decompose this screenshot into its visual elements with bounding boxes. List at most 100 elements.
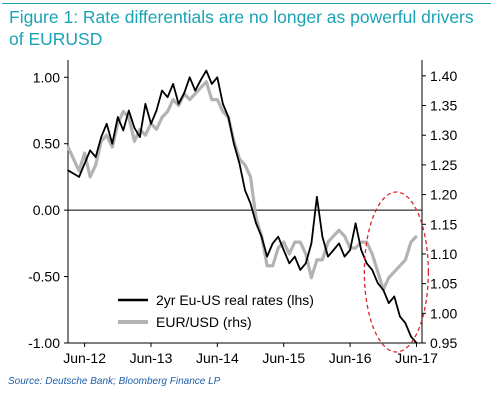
eurusd-point bbox=[399, 265, 401, 267]
rates-point bbox=[294, 255, 296, 258]
eurusd-point bbox=[188, 98, 191, 101]
rates-point bbox=[343, 255, 346, 258]
eurusd-point bbox=[166, 110, 169, 113]
eurusd-point bbox=[371, 253, 374, 255]
rates-point bbox=[128, 109, 130, 112]
eurusd-point bbox=[310, 276, 313, 279]
eurusd-point bbox=[211, 98, 213, 101]
rates-point bbox=[194, 89, 196, 92]
eurusd-point bbox=[388, 276, 390, 279]
right-tick-label: 1.05 bbox=[430, 276, 457, 292]
eurusd-point bbox=[305, 253, 307, 255]
rates-point bbox=[338, 242, 340, 245]
eurusd-point bbox=[216, 98, 219, 101]
rates-point bbox=[249, 202, 252, 205]
legend-label-eurusd: EUR/USD (rhs) bbox=[156, 314, 252, 330]
rates-point bbox=[211, 83, 213, 85]
rates-point bbox=[321, 235, 324, 238]
x-tick-label: Jun-15 bbox=[262, 350, 305, 366]
eurusd-point bbox=[415, 235, 418, 237]
rates-point bbox=[305, 262, 307, 265]
rates-point bbox=[155, 109, 158, 112]
rates-point bbox=[271, 242, 274, 245]
eurusd-point bbox=[83, 152, 86, 154]
rates-point bbox=[222, 103, 224, 105]
eurusd-point bbox=[155, 128, 158, 131]
x-tick-label: Jun-17 bbox=[395, 350, 438, 366]
title-rule bbox=[2, 3, 491, 4]
eurusd-point bbox=[377, 271, 379, 273]
eurusd-point bbox=[332, 235, 335, 237]
rates-point bbox=[299, 269, 302, 271]
rates-point bbox=[172, 83, 174, 85]
rates-point bbox=[332, 249, 335, 251]
left-tick-label: -1.00 bbox=[28, 335, 60, 351]
eurusd-point bbox=[177, 104, 180, 107]
rates-point bbox=[365, 262, 368, 265]
rates-point bbox=[117, 116, 119, 118]
rates-point bbox=[183, 92, 185, 94]
eurusd-point bbox=[205, 81, 208, 83]
right-tick-label: 1.20 bbox=[430, 187, 457, 203]
rates-point bbox=[349, 249, 351, 251]
left-tick-label: 1.00 bbox=[33, 69, 60, 85]
rates-point bbox=[404, 322, 407, 324]
highlight-ellipse bbox=[363, 191, 429, 353]
eurusd-point bbox=[393, 271, 396, 273]
eurusd-point bbox=[338, 229, 340, 231]
rates-point bbox=[67, 169, 69, 172]
left-tick-label: -0.50 bbox=[28, 269, 60, 285]
eurusd-point bbox=[360, 241, 363, 243]
eurusd-point bbox=[144, 134, 147, 136]
eurusd-point bbox=[94, 164, 97, 166]
rates-point bbox=[94, 156, 97, 158]
rates-point bbox=[282, 249, 285, 251]
eurusd-point bbox=[316, 259, 318, 261]
right-tick-label: 0.95 bbox=[430, 335, 457, 351]
rates-point bbox=[139, 136, 141, 138]
rates-point bbox=[188, 76, 191, 79]
eurusd-point bbox=[105, 134, 108, 136]
eurusd-point bbox=[89, 176, 91, 178]
eurusd-point bbox=[288, 253, 291, 255]
eurusd-point bbox=[133, 140, 136, 142]
eurusd-point bbox=[327, 241, 329, 243]
rates-point bbox=[200, 79, 202, 81]
eurusd-point bbox=[282, 241, 285, 243]
eurusd-point bbox=[161, 116, 163, 119]
rates-point bbox=[216, 76, 219, 79]
rates-point bbox=[377, 282, 379, 285]
rates-point bbox=[83, 162, 86, 165]
right-tick-label: 1.40 bbox=[430, 68, 457, 84]
eurusd-point bbox=[271, 265, 274, 267]
rates-point bbox=[354, 222, 357, 225]
eurusd-point bbox=[410, 241, 412, 243]
x-tick-label: Jun-14 bbox=[196, 350, 239, 366]
rates-point bbox=[399, 315, 401, 318]
eurusd-point bbox=[294, 241, 296, 243]
right-tick-label: 1.30 bbox=[430, 127, 457, 143]
eurusd-point bbox=[354, 247, 357, 249]
x-tick-label: Jun-12 bbox=[63, 350, 106, 366]
rates-point bbox=[260, 235, 263, 238]
rates-point bbox=[227, 116, 230, 118]
rates-point bbox=[360, 249, 363, 251]
rates-point bbox=[78, 176, 80, 178]
right-tick-label: 1.25 bbox=[430, 157, 457, 173]
eurusd-point bbox=[194, 92, 196, 95]
rates-point bbox=[316, 196, 318, 198]
eurusd-point bbox=[111, 146, 114, 148]
eurusd-point bbox=[299, 241, 302, 243]
rates-point bbox=[177, 103, 180, 105]
rates-point bbox=[327, 255, 329, 258]
right-tick-label: 1.35 bbox=[430, 98, 457, 114]
rates-point bbox=[288, 262, 291, 265]
rates-point bbox=[122, 129, 125, 132]
eurusd-point bbox=[222, 110, 224, 113]
eurusd-point bbox=[172, 98, 174, 101]
legend-label-rates: 2yr Eu-US real rates (lhs) bbox=[156, 292, 314, 308]
rates-point bbox=[244, 189, 246, 191]
rates-point bbox=[388, 302, 390, 304]
eurusd-point bbox=[244, 164, 246, 166]
eurusd-point bbox=[266, 265, 268, 267]
